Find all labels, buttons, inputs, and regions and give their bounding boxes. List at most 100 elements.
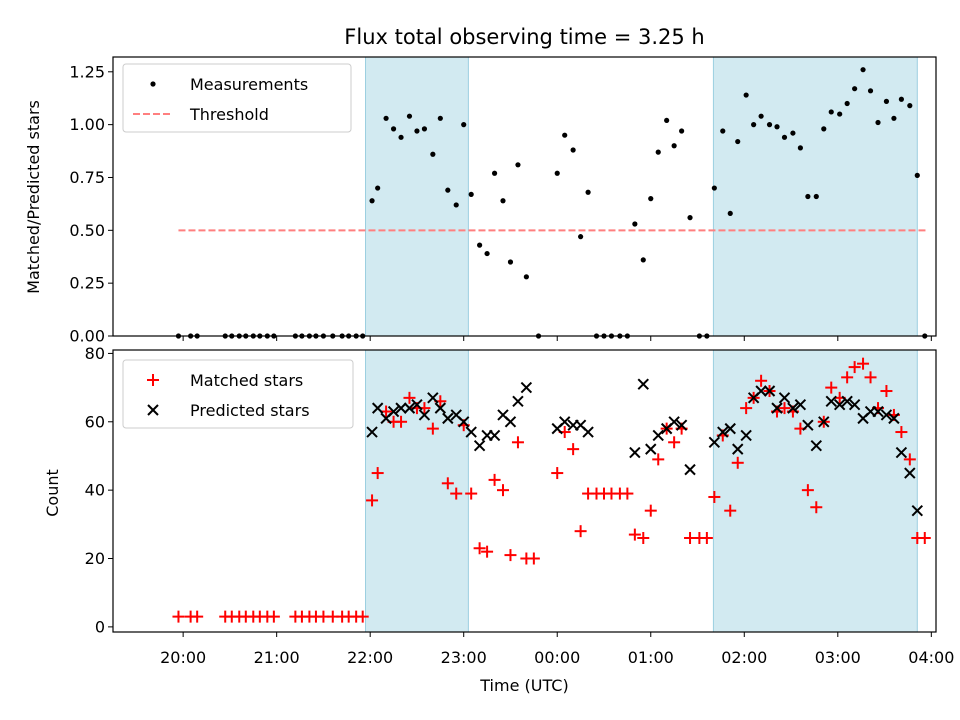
measurement-point [664,117,670,124]
measurement-point [383,115,389,121]
predicted-point [794,398,807,411]
x-tick-label: 00:00 [534,648,580,667]
bottom-legend-frame [122,359,354,429]
measurement-point [805,193,811,200]
matched-point [724,504,737,517]
x-tick-label: 22:00 [347,648,393,667]
matched-point [527,552,540,565]
predicted-point [387,405,400,418]
matched-point [700,532,713,544]
top-y-tick-label: 0.50 [69,221,105,240]
measurement-point [735,138,741,145]
top-legend-frame [122,63,352,133]
predicted-point [778,392,791,404]
chart-title: Flux total observing time = 3.25 h [344,25,704,49]
predicted-point [366,426,378,438]
predicted-point [755,385,767,397]
top-y-axis-label: Matched/Predicted stars [24,100,43,294]
measurement-point [430,151,436,157]
measurement-point [477,242,483,248]
legend-predicted-marker [147,404,159,416]
predicted-point [904,467,916,479]
predicted-point [684,463,696,476]
predicted-point [411,398,423,411]
matched-point [644,504,657,517]
legend-threshold-label: Threshold [189,105,269,124]
measurement-point [648,196,654,202]
measurement-point [414,128,420,134]
measurement-point [406,113,413,119]
matched-point [810,501,823,514]
x-axis-label: Time (UTC) [479,676,568,695]
matched-point [473,542,486,555]
predicted-point [763,385,776,397]
predicted-point [473,440,486,452]
predicted-point [732,443,744,455]
measurement-point [852,86,858,92]
bottom-y-tick-label: 60 [85,412,105,431]
measurement-point [743,92,749,98]
bottom-series-1 [366,378,924,517]
predicted-point [582,426,594,438]
measurement-point [790,130,796,136]
matched-point [574,525,587,538]
bottom-legend: Matched stars Predicted stars [122,359,354,429]
measurement-point [491,170,498,176]
measurement-point [369,198,375,204]
measurement-point [421,126,428,132]
matched-point [621,487,634,500]
predicted-point [787,402,799,414]
matched-point [488,473,501,486]
measurement-point [751,122,757,128]
top-panel: 0.00 0.25 0.50 0.75 1.00 1.25 [69,56,937,346]
predicted-point [771,402,783,414]
bottom-series-0 [172,357,931,623]
matched-point [652,453,665,466]
matched-point [637,532,650,544]
bottom-y-tick-label: 0 [95,617,105,636]
predicted-point [629,446,641,459]
matched-point [848,361,861,374]
measurement-point [891,115,897,121]
matched-point [366,494,379,507]
predicted-point [442,412,454,425]
measurement-point [500,198,506,204]
measurement-point [766,122,773,128]
predicted-point [668,416,680,428]
measurement-point [655,149,661,155]
measurement-point [445,187,451,193]
measurement-point [720,128,726,134]
measurement-point [727,210,733,217]
measurement-point [515,162,521,168]
measurement-point [523,274,529,280]
matched-point [841,371,854,384]
matched-point [864,371,877,384]
predicted-point [717,426,729,438]
predicted-point [645,443,657,455]
top-axes-frame [112,56,937,337]
predicted-point [395,402,407,414]
matched-point [172,610,185,623]
matched-point [441,477,454,490]
matched-point [356,610,369,623]
predicted-point [895,446,908,459]
predicted-point [880,409,893,421]
bottom-y-tick-label: 40 [85,481,105,500]
measurement-point [711,185,717,191]
legend-measurements-marker [150,81,156,87]
predicted-point [675,419,688,431]
x-tick-label: 21:00 [254,648,300,667]
matched-point [426,422,439,435]
matched-point [880,385,893,398]
matched-point [708,490,721,503]
predicted-point [488,429,501,442]
matched-point [267,610,280,623]
predicted-point [458,416,470,428]
predicted-point [371,402,384,414]
predicted-point [403,402,416,414]
predicted-point [637,378,649,390]
predicted-point [418,409,431,421]
predicted-point [652,429,664,442]
x-tick-labels: 20:00 21:00 22:00 23:00 00:00 01:00 02:00 03:00… [160,648,954,667]
measurement-point [461,122,467,128]
